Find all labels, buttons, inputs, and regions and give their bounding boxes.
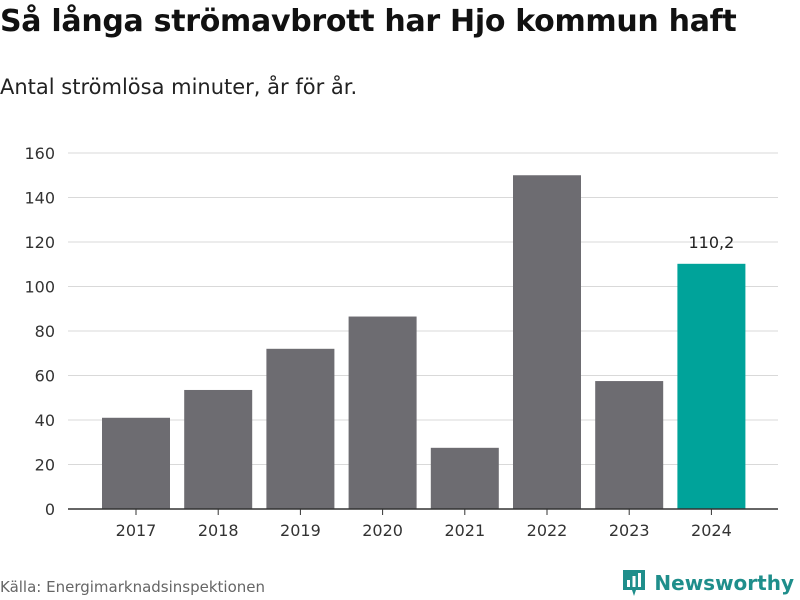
- y-tick-label: 100: [24, 278, 55, 297]
- y-tick-label: 40: [35, 411, 55, 430]
- x-tick-label: 2021: [444, 521, 485, 540]
- x-tick-label: 2023: [609, 521, 650, 540]
- bar-2021: [430, 447, 499, 509]
- bar-2024: [677, 263, 746, 509]
- bar-2020: [348, 316, 417, 509]
- x-tick-label: 2024: [691, 521, 732, 540]
- source-note: Källa: Energimarknadsinspektionen: [0, 578, 266, 596]
- bar-2023: [595, 381, 664, 509]
- bar-2019: [266, 348, 335, 509]
- y-tick-label: 80: [35, 322, 55, 341]
- y-tick-label: 120: [24, 233, 55, 252]
- bar-2018: [184, 389, 253, 509]
- brand-logo: Newsworthy: [621, 568, 794, 598]
- x-tick-label: 2017: [116, 521, 157, 540]
- x-tick-label: 2022: [527, 521, 568, 540]
- brand-name: Newsworthy: [654, 571, 794, 595]
- chart-title: Så långa strömavbrott har Hjo kommun haf…: [0, 4, 737, 39]
- newsworthy-logo-icon: [623, 570, 646, 596]
- y-tick-label: 20: [35, 456, 55, 475]
- y-tick-label: 160: [24, 144, 55, 163]
- data-label: 110,2: [688, 233, 734, 252]
- x-tick-label: 2019: [280, 521, 321, 540]
- x-tick-label: 2020: [362, 521, 403, 540]
- x-tick-label: 2018: [198, 521, 239, 540]
- y-tick-label: 60: [35, 367, 55, 386]
- bar-2017: [102, 417, 170, 509]
- chart-subtitle: Antal strömlösa minuter, år för år.: [0, 75, 358, 99]
- bar-2022: [513, 175, 581, 509]
- y-tick-label: 0: [45, 500, 55, 519]
- y-tick-label: 140: [24, 189, 55, 208]
